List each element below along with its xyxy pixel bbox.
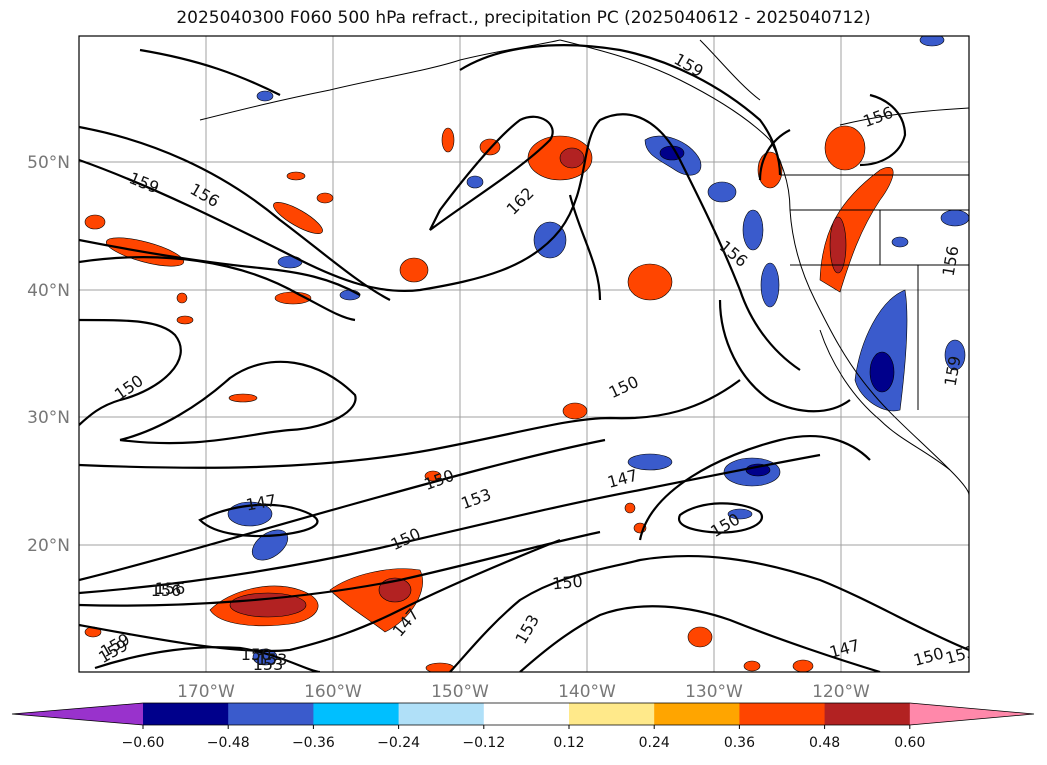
colorbar-tick-label: 0.36	[724, 735, 755, 751]
contour-label: 150	[606, 372, 642, 402]
contour-label: 159	[126, 168, 161, 197]
colorbar-tick-label: −0.60	[122, 735, 165, 751]
contour-label: 150	[911, 644, 945, 670]
contour-label: 150	[241, 645, 272, 664]
colorbar-segment	[824, 703, 911, 725]
colorbar-segment	[654, 703, 740, 725]
contour-label: 147	[827, 636, 861, 662]
contour-label: 156	[861, 103, 896, 131]
colorbar-tick-label: 0.12	[553, 735, 584, 751]
colorbar-segment	[313, 703, 400, 725]
lon-label: 130°W	[685, 682, 743, 702]
contour-label: 150	[388, 524, 424, 554]
precip-positive	[84, 125, 894, 672]
contour-label: 153	[253, 655, 284, 674]
contour-label: 153	[943, 642, 977, 668]
colorbar-tick-label: −0.36	[292, 735, 335, 751]
colorbar-segment	[228, 703, 314, 725]
lon-label: 120°W	[812, 682, 870, 702]
map-panel: 159 156 150 147 153 156 159 162 156 150 …	[79, 36, 977, 674]
lat-label: 40°N	[27, 281, 70, 301]
lon-label: 140°W	[558, 682, 616, 702]
colorbar-segment	[739, 703, 826, 725]
colorbar-tick-label: 0.48	[809, 735, 840, 751]
contour-label: 156	[939, 244, 963, 277]
colorbar-tick-label: −0.48	[207, 735, 250, 751]
lon-label: 160°W	[304, 682, 362, 702]
colorbar-extend-low	[12, 703, 143, 725]
contour-label: 150	[551, 572, 583, 594]
colorbar-segment	[143, 703, 229, 725]
coastlines	[199, 39, 969, 496]
contour-label: 153	[257, 650, 288, 669]
lat-label: 20°N	[27, 536, 70, 556]
contour-label: 147	[244, 491, 277, 515]
colorbar: −0.60 −0.48 −0.36 −0.24 −0.12 0.12 0.24 0.36 0.4…	[11, 702, 1035, 751]
lat-labels: 50°N 40°N 30°N 20°N	[27, 153, 70, 556]
map-frame	[78, 35, 970, 673]
contour-label: 159	[671, 49, 707, 81]
colorbar-tick-label: −0.12	[462, 735, 505, 751]
contour-label: 153	[459, 485, 494, 513]
colorbar-extend-high	[909, 703, 1034, 725]
contour-label: 150	[422, 466, 457, 494]
colorbar-tick-label: −0.24	[377, 735, 420, 751]
lat-label: 50°N	[27, 153, 70, 173]
lon-label: 150°W	[431, 682, 489, 702]
contour-label: 153	[511, 611, 543, 647]
colorbar-tick-label: 0.60	[894, 735, 925, 751]
contour-label: 159	[941, 354, 965, 387]
lat-label: 30°N	[27, 408, 70, 428]
contour-label: 150	[111, 371, 147, 404]
colorbar-segment	[569, 703, 655, 725]
contours	[79, 44, 969, 672]
lon-labels: 170°W 160°W 150°W 140°W 130°W 120°W	[177, 682, 870, 702]
lon-label: 170°W	[177, 682, 235, 702]
colorbar-tick-label: 0.24	[639, 735, 670, 751]
contour-label: 147	[605, 466, 639, 492]
map-title: 2025040300 F060 500 hPa refract., precip…	[176, 8, 871, 28]
contour-label: 156	[155, 579, 186, 598]
contour-label: 162	[503, 184, 538, 219]
colorbar-segment	[398, 703, 485, 725]
colorbar-segment	[483, 703, 570, 725]
contour-label: 156	[151, 581, 182, 600]
